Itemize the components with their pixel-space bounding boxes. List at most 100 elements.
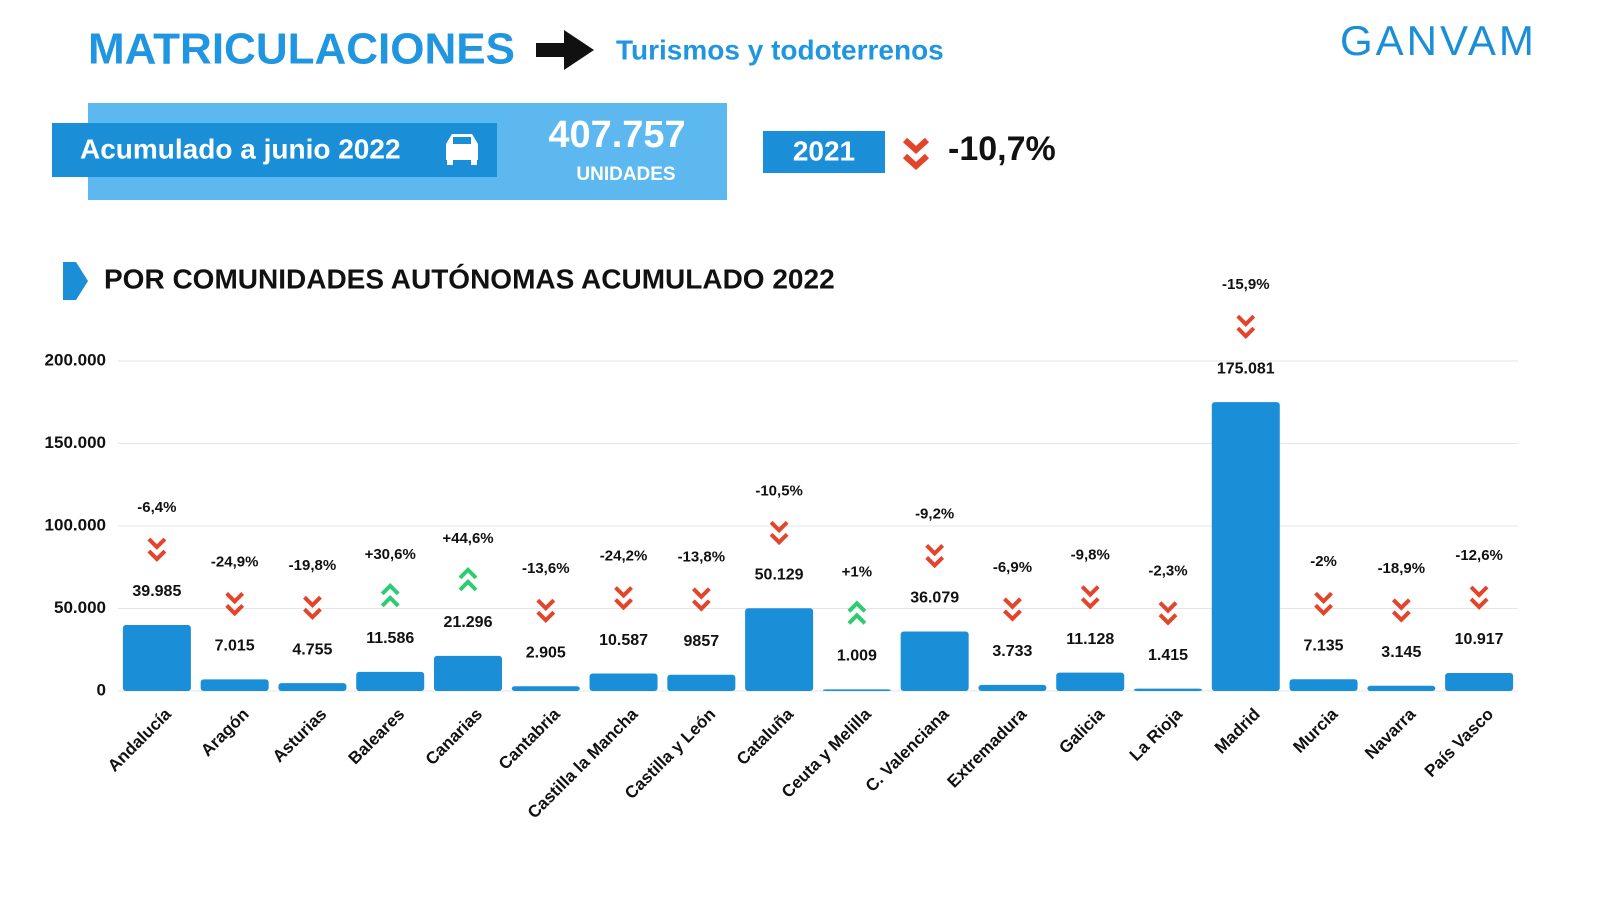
chevron: [1003, 609, 1022, 622]
y-tick-label: 100.000: [45, 515, 106, 534]
bar: [511, 686, 580, 691]
chevron: [1391, 598, 1411, 611]
chevron: [1158, 613, 1178, 626]
bar: [667, 674, 736, 691]
trend-arrow: [225, 592, 245, 617]
trend-arrow: [1080, 585, 1100, 610]
trend-arrow: [847, 600, 867, 625]
change-label: -18,9%: [1378, 560, 1426, 577]
x-tick-label: C. Valenciana: [862, 704, 953, 795]
change-label: -12,6%: [1455, 547, 1503, 564]
bar: [978, 684, 1047, 691]
x-tick-label: Murcia: [1289, 704, 1342, 757]
trend-arrow: [614, 586, 633, 611]
chevron: [1469, 597, 1489, 610]
x-tick-label: Cantabria: [495, 704, 564, 773]
chevron: [1236, 326, 1256, 339]
x-tick-label: La Rioja: [1126, 704, 1187, 765]
x-tick-label: Canarias: [422, 705, 486, 769]
bar: [1367, 685, 1436, 691]
x-tick-label: Aragón: [197, 705, 253, 761]
x-tick-label: Extremadura: [944, 704, 1031, 791]
bar: [1289, 679, 1358, 691]
change-label: -9,2%: [915, 505, 954, 522]
chevron: [1314, 603, 1333, 617]
bar: [745, 608, 814, 691]
change-label: +44,6%: [442, 530, 493, 547]
subtitle: Turismos y todoterrenos: [616, 34, 944, 65]
change-label: -10,5%: [755, 482, 803, 499]
change-label: -19,8%: [289, 557, 337, 574]
chevron: [458, 567, 478, 580]
chevron: [847, 600, 867, 613]
chevron: [225, 592, 245, 605]
chevron: [303, 607, 322, 620]
change-label: +1%: [842, 563, 872, 580]
chevron: [1080, 597, 1100, 610]
y-tick-label: 50.000: [54, 598, 106, 617]
value-label: 39.985: [132, 583, 181, 600]
change-label: -15,9%: [1222, 276, 1270, 293]
bar: [589, 673, 658, 691]
chevron: [1236, 314, 1256, 327]
value-label: 2.905: [526, 644, 566, 661]
trend-arrow: [1003, 597, 1022, 622]
x-tick-label: Cataluña: [733, 704, 798, 769]
bar: [1445, 672, 1514, 691]
section-marker: [63, 262, 88, 300]
x-tick-label: Andalucía: [104, 704, 175, 775]
chevron: [147, 549, 167, 562]
bar: [200, 679, 269, 691]
value-label: 7.015: [215, 638, 255, 655]
value-label: 3.145: [1381, 644, 1421, 661]
chart-title: POR COMUNIDADES AUTÓNOMAS ACUMULADO 2022: [104, 263, 835, 294]
x-tick-label: Navarra: [1361, 704, 1420, 763]
value-label: 10.587: [599, 632, 648, 649]
chevron: [769, 520, 789, 534]
y-tick-label: 200.000: [45, 350, 106, 369]
summary-change: -10,7%: [948, 130, 1056, 168]
bar: [900, 631, 969, 691]
value-label: 11.586: [366, 630, 414, 647]
chevron: [303, 595, 322, 608]
chevron: [1391, 610, 1411, 623]
chevron: [614, 598, 633, 611]
value-label: 21.296: [444, 614, 493, 631]
chevron: [380, 595, 400, 608]
change-label: -13,6%: [522, 560, 570, 577]
y-tick-label: 150.000: [45, 433, 106, 452]
bar: [434, 655, 502, 691]
value-label: 36.079: [910, 590, 959, 607]
chevron: [1158, 601, 1178, 614]
change-label: -2,3%: [1148, 563, 1187, 580]
y-tick-label: 0: [97, 680, 106, 699]
trend-arrow: [925, 544, 945, 569]
bar: [1211, 402, 1280, 691]
change-label: -24,9%: [211, 553, 259, 570]
chevron: [147, 537, 167, 550]
chevron: [536, 598, 556, 612]
trend-arrow: [691, 587, 711, 612]
value-label: 175.081: [1217, 360, 1275, 377]
trend-arrow: [769, 520, 789, 546]
value-label: 11.128: [1066, 631, 1114, 648]
change-label: -13,8%: [678, 549, 726, 566]
value-label: 1.415: [1148, 647, 1188, 664]
chevron: [380, 583, 400, 596]
chevron: [614, 586, 633, 599]
trend-arrow: [1469, 585, 1489, 610]
change-label: -24,2%: [600, 548, 648, 565]
trend-arrow: [1158, 601, 1178, 626]
chevron: [1003, 597, 1022, 610]
chevron: [691, 599, 711, 612]
trend-arrow: [147, 537, 167, 562]
change-label: -6,4%: [137, 499, 176, 516]
x-tick-label: País Vasco: [1421, 705, 1497, 781]
summary-label: Acumulado a junio 2022: [80, 133, 401, 164]
bar: [122, 625, 191, 691]
title: MATRICULACIONES: [88, 25, 515, 74]
label-box: [52, 123, 497, 177]
value-label: 10.917: [1455, 631, 1504, 648]
chevron: [847, 612, 867, 625]
